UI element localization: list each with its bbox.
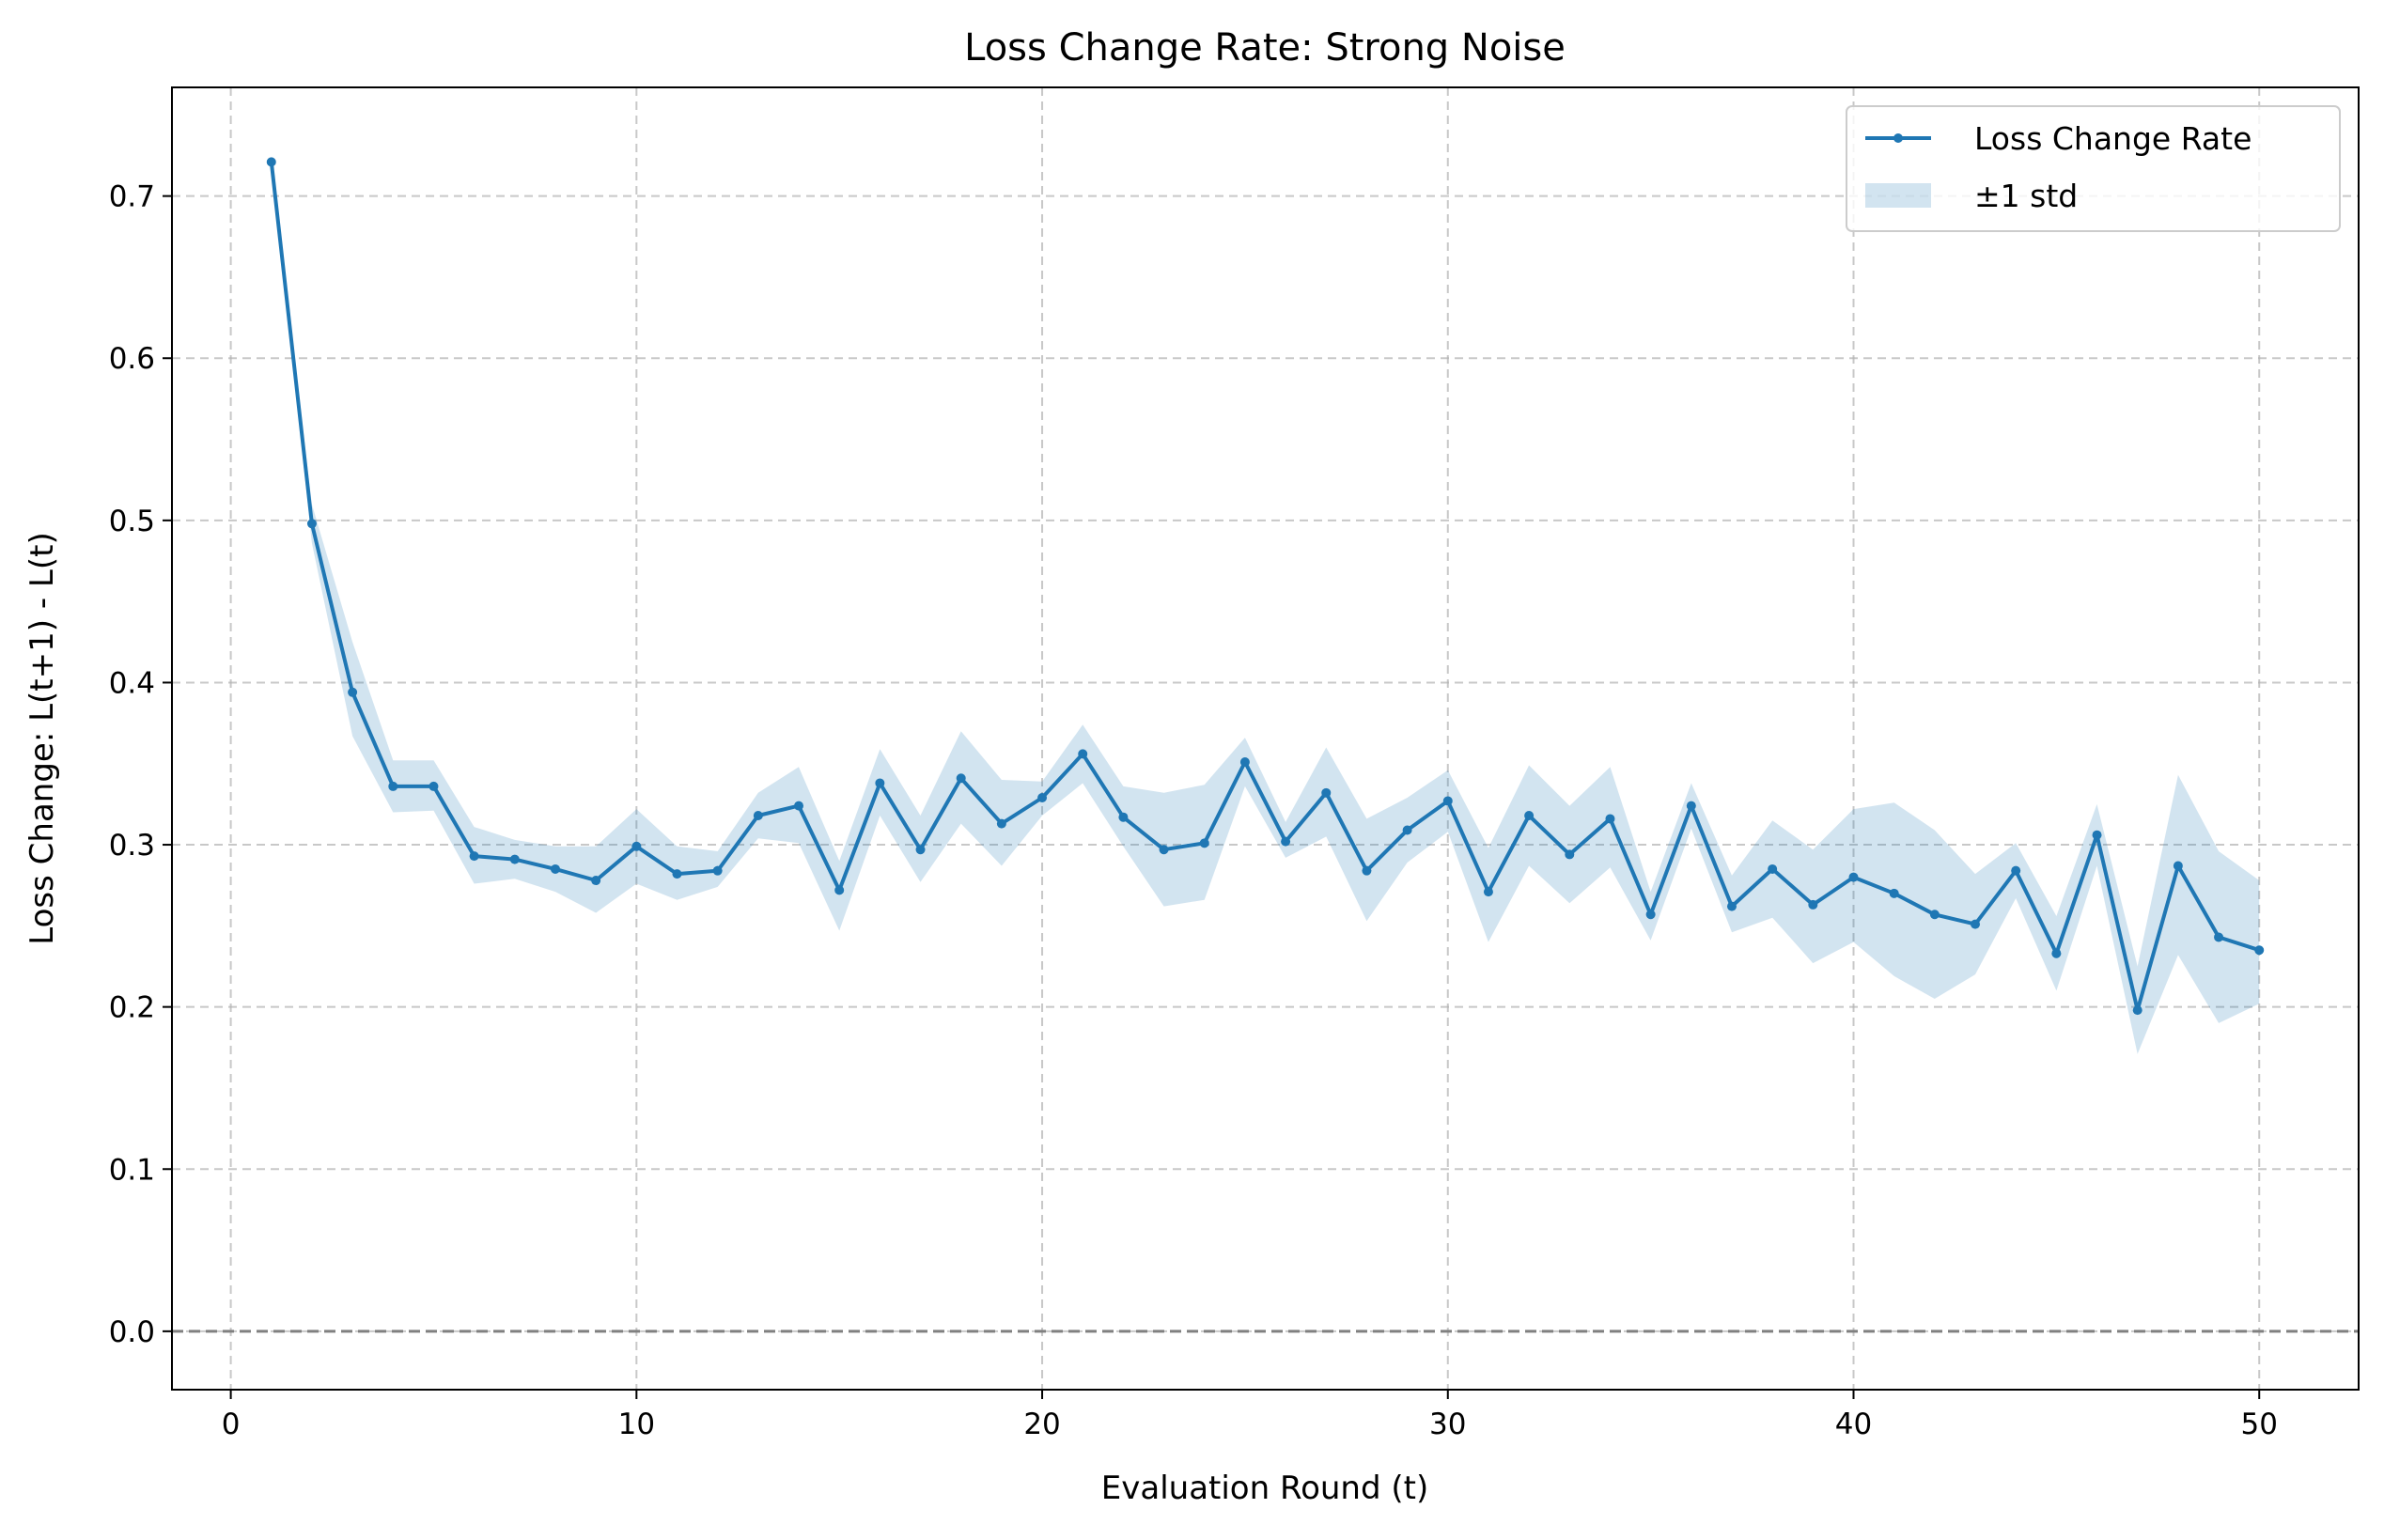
data-point-36 bbox=[1686, 801, 1696, 811]
chart-title: Loss Change Rate: Strong Noise bbox=[964, 26, 1566, 70]
y-axis-ticks: 0.0 0.1 0.2 0.3 0.4 0.5 0.6 0.7 bbox=[109, 180, 172, 1349]
x-tick-label-4: 40 bbox=[1835, 1408, 1872, 1441]
std-band bbox=[271, 162, 2260, 1054]
data-point-28 bbox=[1362, 865, 1372, 876]
data-point-17 bbox=[915, 845, 926, 855]
legend-label-band: ±1 std bbox=[1974, 178, 2078, 214]
data-point-45 bbox=[2051, 948, 2062, 958]
data-point-20 bbox=[1037, 793, 1048, 802]
std-band-layer bbox=[271, 162, 2260, 1054]
data-point-14 bbox=[794, 801, 804, 811]
data-point-26 bbox=[1281, 836, 1291, 847]
data-point-39 bbox=[1808, 899, 1818, 910]
data-point-24 bbox=[1199, 838, 1209, 848]
data-point-31 bbox=[1483, 887, 1493, 897]
legend-label-series: Loss Change Rate bbox=[1974, 120, 2252, 157]
x-tick-label-0: 0 bbox=[222, 1408, 241, 1441]
y-tick-label-0: 0.0 bbox=[109, 1315, 155, 1349]
data-point-21 bbox=[1078, 749, 1088, 759]
data-point-16 bbox=[875, 778, 885, 788]
y-tick-label-3: 0.3 bbox=[109, 829, 155, 863]
data-point-46 bbox=[2092, 830, 2102, 840]
data-point-12 bbox=[712, 865, 723, 876]
data-point-29 bbox=[1402, 825, 1412, 835]
data-point-41 bbox=[1889, 888, 1899, 898]
data-point-43 bbox=[1971, 919, 1981, 929]
data-point-9 bbox=[591, 876, 601, 886]
data-point-44 bbox=[2011, 865, 2021, 876]
x-tick-label-2: 20 bbox=[1023, 1408, 1060, 1441]
data-point-7 bbox=[509, 854, 520, 864]
data-point-3 bbox=[348, 687, 358, 697]
x-axis-ticks: 0 10 20 30 40 50 bbox=[222, 1390, 2278, 1441]
data-point-34 bbox=[1605, 814, 1615, 824]
y-tick-label-1: 0.1 bbox=[109, 1153, 155, 1187]
data-point-4 bbox=[388, 781, 398, 791]
data-point-2 bbox=[306, 519, 317, 529]
data-point-23 bbox=[1159, 845, 1169, 855]
data-point-5 bbox=[428, 781, 439, 791]
data-point-38 bbox=[1768, 863, 1778, 874]
data-point-19 bbox=[996, 818, 1006, 829]
legend: Loss Change Rate ±1 std bbox=[1846, 105, 2341, 232]
data-point-27 bbox=[1321, 787, 1332, 798]
plot-frame bbox=[171, 86, 2360, 1391]
y-tick-label-6: 0.6 bbox=[109, 342, 155, 376]
data-point-47 bbox=[2132, 1005, 2142, 1016]
x-axis-label: Evaluation Round (t) bbox=[1101, 1470, 1428, 1507]
data-point-35 bbox=[1645, 910, 1656, 920]
data-point-18 bbox=[956, 773, 966, 784]
y-tick-label-5: 0.5 bbox=[109, 505, 155, 538]
legend-box bbox=[1846, 105, 2341, 232]
data-point-13 bbox=[753, 810, 763, 820]
data-point-1 bbox=[266, 157, 276, 167]
data-point-6 bbox=[469, 851, 479, 862]
data-point-15 bbox=[834, 885, 845, 895]
data-point-30 bbox=[1442, 796, 1453, 806]
series-line-layer bbox=[269, 160, 2262, 1013]
x-tick-label-3: 30 bbox=[1429, 1408, 1466, 1441]
data-point-33 bbox=[1565, 849, 1575, 860]
data-point-10 bbox=[631, 841, 642, 851]
y-axis-label: Loss Change: L(t+1) - L(t) bbox=[23, 532, 61, 944]
y-tick-label-4: 0.4 bbox=[109, 666, 155, 700]
legend-band-swatch bbox=[1865, 183, 1931, 208]
x-tick-label-5: 50 bbox=[2241, 1408, 2278, 1441]
data-point-49 bbox=[2214, 932, 2224, 942]
y-tick-label-7: 0.7 bbox=[109, 180, 155, 214]
data-point-11 bbox=[672, 869, 682, 879]
series-points-layer bbox=[266, 157, 2265, 1016]
legend-marker-swatch bbox=[1893, 133, 1903, 143]
data-point-42 bbox=[1929, 910, 1940, 920]
data-point-32 bbox=[1524, 810, 1535, 820]
data-point-48 bbox=[2173, 861, 2183, 871]
data-point-22 bbox=[1118, 812, 1129, 822]
y-tick-label-2: 0.2 bbox=[109, 991, 155, 1025]
data-point-8 bbox=[550, 863, 560, 874]
series-line bbox=[269, 160, 2262, 1013]
data-point-37 bbox=[1726, 901, 1737, 911]
grid-lines bbox=[172, 87, 2359, 1390]
x-tick-label-1: 10 bbox=[618, 1408, 655, 1441]
data-point-25 bbox=[1239, 757, 1250, 768]
data-point-40 bbox=[1848, 872, 1859, 882]
data-point-50 bbox=[2254, 945, 2265, 956]
